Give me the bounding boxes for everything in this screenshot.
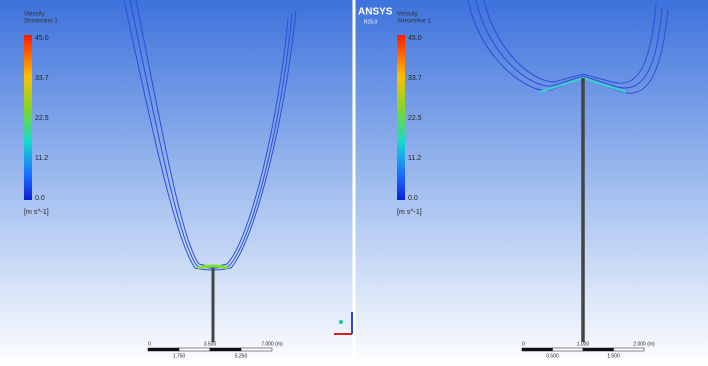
scale-label: 1.750	[173, 353, 186, 359]
legend-tick: 45.0	[408, 35, 422, 42]
legend-tick: 0.0	[408, 195, 418, 202]
scale-label: 5.250	[235, 353, 248, 359]
legend-tick: 22.5	[35, 115, 49, 122]
legend-title: Streamline 1	[24, 19, 58, 25]
scale-label: 1.500	[607, 353, 620, 359]
scale-segment	[583, 348, 614, 351]
viewport: ANSYS R15.0 VelocityStreamline 145.033.7…	[0, 0, 708, 366]
legend-title: Velocity	[397, 12, 418, 18]
legend-title: Streamline 1	[397, 19, 431, 25]
legend-tick: 33.7	[35, 75, 49, 82]
scale-label: 1.000	[577, 341, 590, 347]
logo: ANSYS	[358, 7, 393, 18]
scale-segment	[148, 348, 179, 351]
scale-segment	[614, 348, 645, 351]
scale-label: 7.000 (m)	[261, 341, 283, 347]
screenshot: ANSYS R15.0 VelocityStreamline 145.033.7…	[0, 0, 708, 366]
legend-tick: 0.0	[35, 195, 45, 202]
scale-label: 3.500	[204, 341, 217, 347]
scale-label: 0	[522, 341, 525, 347]
legend-unit: [m s^-1]	[24, 209, 49, 216]
scale-segment	[241, 348, 272, 351]
scale-label: 0	[148, 341, 151, 347]
logo-version: R15.0	[364, 19, 378, 25]
legend-tick: 45.0	[35, 35, 49, 42]
scale-segment	[522, 348, 553, 351]
legend-tick: 33.7	[408, 75, 422, 82]
legend-title: Velocity	[24, 12, 45, 18]
legend-unit: [m s^-1]	[397, 209, 422, 216]
scale-segment	[553, 348, 584, 351]
legend-tick: 22.5	[408, 115, 422, 122]
scale-label: 0.500	[546, 353, 559, 359]
legend-tick: 11.2	[408, 155, 421, 162]
scale-segment	[179, 348, 210, 351]
color-bar	[24, 35, 32, 200]
color-bar	[397, 35, 405, 200]
scale-segment	[210, 348, 241, 351]
legend-tick: 11.2	[35, 155, 48, 162]
scale-label: 2.000 (m)	[633, 341, 655, 347]
